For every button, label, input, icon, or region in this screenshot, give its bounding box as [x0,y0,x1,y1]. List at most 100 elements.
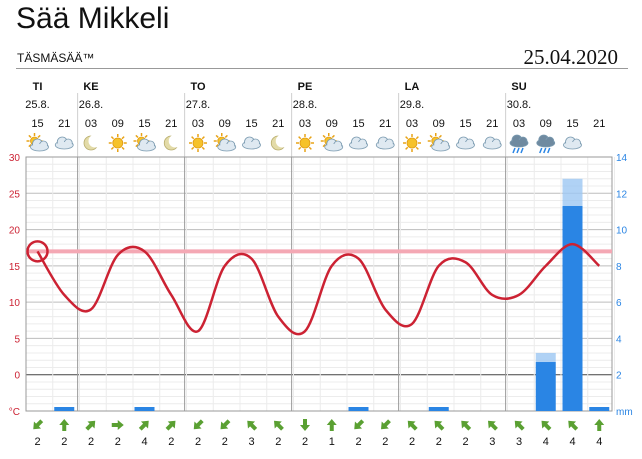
partly-cloudy-sun-icon [26,133,49,152]
hour-label: 09 [540,118,552,130]
brand-label: TÄSMÄSÄÄ™ [17,51,95,65]
wind-speed: 2 [168,436,174,448]
day-date: 26.8. [79,99,103,111]
precipitation-bar [562,205,583,411]
left-tick-label: 25 [9,189,21,200]
hour-label: 09 [433,118,445,130]
hour-label: 21 [272,118,284,130]
wind-speed: 2 [302,436,308,448]
wind-arrow-icon [111,420,124,430]
cloud-icon [54,136,74,150]
hour-label: 03 [513,118,525,130]
date-label: 25.04.2020 [523,45,619,69]
wind-arrow-icon [33,419,44,430]
precipitation-range [562,178,583,206]
wind-arrow-icon [461,420,472,431]
wind-arrow-icon [326,419,337,431]
hour-label: 09 [326,118,338,130]
wind-arrow-icon [193,419,204,430]
hour-label: 21 [165,118,177,130]
moon-icon [163,134,182,151]
hour-label: 03 [192,118,204,130]
temperature-line [36,242,601,336]
hour-label: 09 [219,118,231,130]
wind-arrow-icon [541,420,552,431]
partly-cloudy-sun-icon [213,133,237,152]
wind-speed: 1 [329,436,335,448]
left-tick-label: 5 [14,334,20,345]
wind-speed: 2 [115,436,121,448]
day-date: 30.8. [507,99,531,111]
wind-arrow-icon [434,420,445,431]
day-name: SU [511,81,526,93]
wind-arrow-icon [59,419,70,431]
page-title: Sää Mikkeli [16,2,170,35]
hour-label: 15 [138,118,150,130]
moon-icon [270,134,289,151]
cloud-icon [375,136,395,150]
wind-speed: 2 [462,436,468,448]
wind-speed: 2 [222,436,228,448]
hour-label: 15 [245,118,257,130]
wind-speed: 2 [355,436,361,448]
wind-speed: 2 [34,436,40,448]
wind-speed: 2 [195,436,201,448]
hour-label: 09 [112,118,124,130]
day-date: 29.8. [400,99,424,111]
wind-arrow-icon [274,420,284,431]
wind-speed: 4 [141,436,147,448]
day-name: TO [190,81,206,93]
day-name: KE [83,81,98,93]
wind-speed: 3 [489,436,495,448]
right-tick-label: 12 [616,189,628,200]
hour-label: 15 [352,118,364,130]
hour-label: 15 [566,118,578,130]
partly-cloudy-sun-icon [427,133,451,152]
cloud-icon [563,136,582,150]
partly-cloudy-sun-icon [133,133,156,152]
wind-arrow-icon [220,419,231,430]
precipitation-bar [535,362,556,411]
cloud-icon [456,136,475,150]
cloud-icon [242,136,261,150]
precipitation-bar [428,407,449,411]
day-date: 28.8. [293,99,317,111]
wind-speed: 4 [569,436,575,448]
day-name: LA [405,81,420,93]
left-tick-label: °C [9,407,20,418]
wind-arrow-icon [381,419,391,430]
header-divider [16,68,628,69]
sun-icon [296,134,314,152]
left-tick-label: 20 [9,226,21,237]
rain-cloud-icon [536,134,556,154]
precipitation-bar [348,407,369,411]
hour-label: 03 [85,118,97,130]
wind-arrow-icon [247,420,258,431]
sun-icon [189,134,207,152]
wind-arrow-icon [85,420,96,431]
hour-label: 15 [31,118,43,130]
left-tick-label: 0 [14,371,20,382]
wind-speed: 2 [61,436,67,448]
moon-icon [83,134,102,151]
hour-label: 03 [299,118,311,130]
wind-speed: 2 [275,436,281,448]
wind-speed: 4 [596,436,602,448]
wind-arrow-icon [407,420,418,431]
wind-arrow-icon [594,419,605,431]
right-tick-label: mm [616,407,633,418]
right-tick-label: 4 [616,334,622,345]
day-date: 25.8. [25,99,49,111]
hour-label: 03 [406,118,418,130]
cloud-icon [482,136,502,150]
right-tick-label: 6 [616,298,622,309]
left-tick-label: 15 [9,262,21,273]
left-tick-label: 30 [9,153,21,164]
day-name: PE [298,81,313,93]
hour-label: 21 [593,118,605,130]
wind-arrow-icon [300,419,310,431]
wind-arrow-icon [354,419,365,430]
right-tick-label: 10 [616,226,628,237]
hour-label: 15 [459,118,471,130]
